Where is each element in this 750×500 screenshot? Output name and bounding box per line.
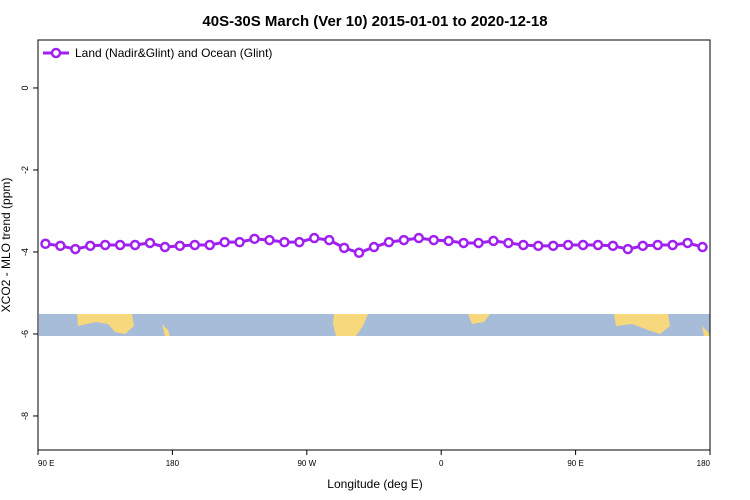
x-tick-label: 90 E <box>38 459 54 468</box>
point <box>144 237 156 249</box>
point <box>637 240 649 252</box>
point <box>518 239 529 251</box>
point <box>309 232 320 244</box>
land <box>614 314 670 334</box>
land <box>162 324 170 336</box>
legend-label: Land (Nadir&Glint) and Ocean (Glint) <box>75 46 272 60</box>
point <box>488 235 499 247</box>
point <box>234 236 245 248</box>
point <box>353 247 365 259</box>
point <box>219 236 230 248</box>
point <box>279 236 290 248</box>
point <box>652 239 663 251</box>
point <box>383 236 395 248</box>
point <box>264 234 275 246</box>
point <box>129 239 141 251</box>
point <box>458 237 469 249</box>
point <box>99 239 111 251</box>
x-tick-label: 180 <box>166 459 180 468</box>
point <box>413 232 425 244</box>
legend-marker <box>50 47 62 59</box>
point <box>174 240 186 252</box>
point <box>189 239 201 251</box>
point <box>592 239 604 251</box>
point <box>55 240 66 252</box>
y-tick-label: -6 <box>20 330 30 338</box>
point <box>547 240 559 252</box>
point <box>577 239 589 251</box>
plot-frame <box>37 39 711 451</box>
point <box>533 240 544 252</box>
point <box>338 242 350 254</box>
point <box>294 236 305 248</box>
y-tick-label: -4 <box>20 248 30 256</box>
land <box>333 314 368 336</box>
map-strip <box>39 314 710 336</box>
point <box>682 237 693 249</box>
point <box>398 234 410 246</box>
land <box>77 314 134 334</box>
y-axis-label: XCO2 - MLO trend (ppm) <box>0 178 13 313</box>
x-tick-label: 90 E <box>567 459 583 468</box>
x-axis-label: Longitude (deg E) <box>327 477 422 491</box>
point <box>443 235 454 247</box>
point <box>70 243 81 255</box>
chart-title: 40S-30S March (Ver 10) 2015-01-01 to 202… <box>202 13 547 30</box>
point <box>85 240 96 252</box>
point <box>114 239 126 251</box>
y-tick-label: -2 <box>20 166 30 174</box>
point <box>667 239 678 251</box>
point <box>503 237 514 249</box>
point <box>159 241 171 253</box>
y-tick-label: -8 <box>20 412 30 420</box>
point <box>249 233 260 245</box>
point <box>622 243 634 255</box>
point <box>562 239 574 251</box>
point <box>323 234 335 246</box>
land <box>702 326 710 336</box>
point <box>204 239 215 251</box>
ocean-strip <box>39 314 710 336</box>
point <box>697 241 708 253</box>
point <box>607 240 619 252</box>
point <box>428 234 439 246</box>
land <box>468 314 490 324</box>
x-tick-label: 90 W <box>297 459 316 468</box>
point <box>368 241 380 253</box>
point <box>40 238 51 250</box>
x-tick-label: 180 <box>697 459 711 468</box>
y-tick-label: 0 <box>20 85 30 90</box>
point <box>473 237 484 249</box>
x-tick-label: 0 <box>439 459 444 468</box>
